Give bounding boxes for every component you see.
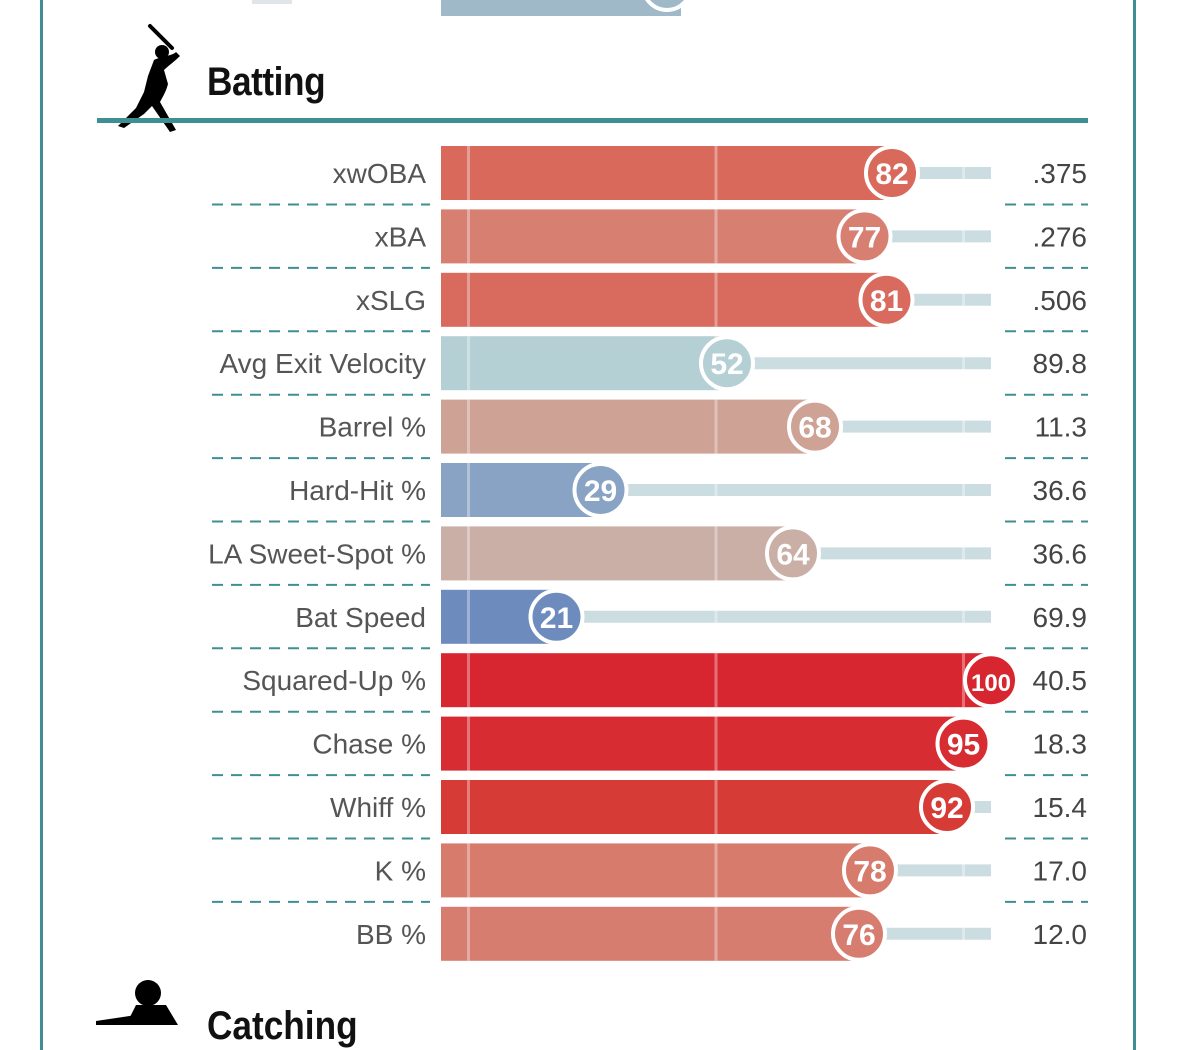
metric-label: LA Sweet-Spot %	[208, 538, 426, 569]
stat-value: .276	[1033, 221, 1088, 252]
metric-label: Avg Exit Velocity	[220, 348, 426, 379]
stat-value: 36.6	[1033, 538, 1088, 569]
stat-value: 89.8	[1033, 348, 1088, 379]
percentile-bar	[441, 526, 793, 581]
stat-value: .375	[1033, 158, 1088, 189]
percentile-value: 100	[971, 670, 1011, 697]
metric-label: Barrel %	[319, 412, 426, 443]
section-title: Batting	[207, 60, 326, 104]
percentile-value: 76	[842, 919, 875, 952]
percentile-circle	[528, 588, 585, 645]
percentile-bar	[441, 146, 892, 200]
percentile-bar	[441, 780, 947, 834]
metric-label: xwOBA	[333, 158, 427, 189]
stat-value: 12.0	[1033, 919, 1088, 950]
stat-value: 15.4	[1033, 792, 1088, 823]
batter-silhouette-icon	[118, 24, 180, 132]
percentile-bar	[441, 843, 870, 898]
percentile-circle	[699, 335, 755, 392]
metric-label: xBA	[375, 221, 427, 252]
percentile-value: 82	[875, 158, 908, 191]
percentile-circle	[864, 145, 920, 201]
percentile-value: 68	[798, 412, 831, 445]
percentile-circle	[842, 842, 898, 899]
stat-value: .506	[1033, 285, 1088, 316]
stat-value: 36.6	[1033, 475, 1088, 506]
metric-label: Bat Speed	[295, 602, 426, 633]
percentile-value: 81	[870, 285, 903, 318]
percentile-bar	[441, 399, 815, 454]
stat-value: 11.3	[1035, 412, 1087, 443]
section-rule	[97, 118, 1088, 123]
stat-value: 40.5	[1033, 665, 1088, 696]
percentile-chart: 82 xwOBA .375 77 xBA .276 81 xSLG .506 52 Avg Exit…	[208, 145, 1088, 962]
percentile-circle	[963, 652, 1019, 709]
percentile-bar	[441, 272, 887, 327]
percentile-circle	[831, 905, 887, 962]
percentile-value: 29	[584, 475, 617, 508]
percentile-bar	[441, 653, 991, 708]
metric-label: Squared-Up %	[242, 665, 426, 696]
previous-section-bar	[441, 0, 681, 16]
percentile-value: 77	[848, 221, 881, 254]
percentile-value: 92	[930, 792, 963, 825]
stat-value: 17.0	[1033, 855, 1088, 886]
percentile-circle	[765, 525, 821, 582]
metric-label: Hard-Hit %	[289, 475, 426, 506]
percentile-bar	[441, 209, 865, 264]
percentile-value: 95	[947, 729, 980, 762]
metric-label: K %	[375, 855, 426, 886]
percentile-circle	[836, 208, 893, 265]
percentile-circle	[787, 398, 843, 455]
stat-value: 69.9	[1033, 602, 1088, 633]
previous-section-label-stub	[252, 0, 292, 4]
catcher-silhouette-icon	[96, 980, 178, 1025]
percentile-circle	[572, 462, 629, 518]
next-section-title: Catching	[207, 1004, 358, 1048]
percentile-bar	[441, 716, 964, 771]
percentile-value: 52	[710, 348, 743, 381]
percentile-bar	[441, 906, 859, 961]
percentile-circle	[935, 715, 992, 772]
percentile-circle	[858, 271, 915, 328]
metric-label: BB %	[356, 919, 426, 950]
metric-label: Whiff %	[330, 792, 426, 823]
metric-label: Chase %	[312, 729, 426, 760]
metric-label: xSLG	[356, 285, 426, 316]
stat-value: 18.3	[1033, 729, 1088, 760]
card-frame	[40, 0, 1136, 1050]
percentile-value: 64	[776, 538, 810, 571]
percentile-bar	[441, 336, 727, 391]
percentile-circle	[919, 779, 975, 835]
percentile-value: 21	[540, 602, 573, 635]
percentile-value: 78	[853, 855, 886, 888]
